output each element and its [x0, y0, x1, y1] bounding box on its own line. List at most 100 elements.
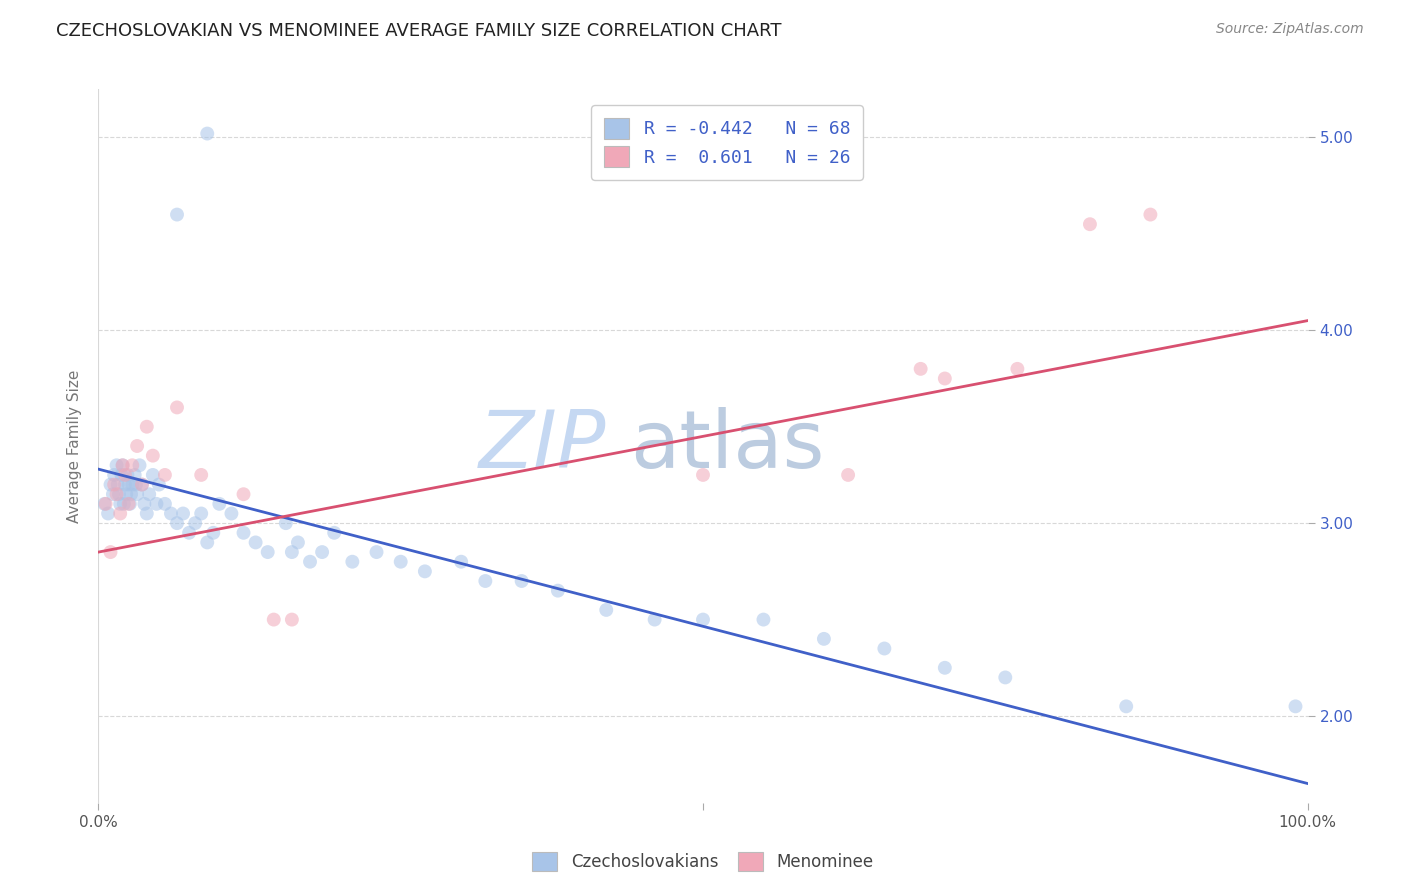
Legend: R = -0.442   N = 68, R =  0.601   N = 26: R = -0.442 N = 68, R = 0.601 N = 26 — [592, 105, 863, 179]
Point — [131, 477, 153, 491]
Point — [111, 458, 134, 473]
Point — [121, 477, 143, 491]
Point — [281, 545, 304, 559]
Point — [256, 545, 278, 559]
Point — [135, 507, 157, 521]
Point — [274, 516, 297, 530]
Point — [221, 507, 243, 521]
Point — [994, 670, 1017, 684]
Point — [202, 525, 225, 540]
Point — [118, 497, 141, 511]
Y-axis label: Average Family Size: Average Family Size — [67, 369, 83, 523]
Point — [135, 419, 157, 434]
Text: atlas: atlas — [630, 407, 825, 485]
Point — [263, 613, 285, 627]
Text: ZIP: ZIP — [479, 407, 606, 485]
Point — [389, 555, 412, 569]
Point — [366, 545, 388, 559]
Point — [342, 555, 364, 569]
Point — [837, 467, 859, 482]
Point — [148, 477, 170, 491]
Point — [105, 487, 128, 501]
Point — [108, 507, 131, 521]
Point — [299, 555, 322, 569]
Point — [114, 477, 136, 491]
Point — [127, 487, 149, 501]
Point — [190, 507, 212, 521]
Point — [131, 477, 153, 491]
Point — [1284, 699, 1306, 714]
Point — [910, 362, 932, 376]
Point — [232, 487, 254, 501]
Text: CZECHOSLOVAKIAN VS MENOMINEE AVERAGE FAMILY SIZE CORRELATION CHART: CZECHOSLOVAKIAN VS MENOMINEE AVERAGE FAM… — [56, 22, 782, 40]
Point — [873, 641, 896, 656]
Point — [208, 497, 231, 511]
Point — [281, 613, 304, 627]
Point — [108, 497, 131, 511]
Point — [93, 497, 115, 511]
Point — [128, 458, 150, 473]
Point — [111, 458, 134, 473]
Point — [94, 497, 117, 511]
Point — [184, 516, 207, 530]
Text: Source: ZipAtlas.com: Source: ZipAtlas.com — [1216, 22, 1364, 37]
Point — [595, 603, 617, 617]
Point — [121, 458, 143, 473]
Point — [142, 467, 165, 482]
Point — [138, 487, 160, 501]
Point — [450, 555, 472, 569]
Point — [127, 439, 149, 453]
Point — [813, 632, 835, 646]
Point — [195, 535, 218, 549]
Point — [103, 467, 125, 482]
Point — [124, 467, 146, 482]
Point — [153, 497, 176, 511]
Point — [153, 467, 176, 482]
Point — [1007, 362, 1029, 376]
Legend: Czechoslovakians, Menominee: Czechoslovakians, Menominee — [524, 843, 882, 880]
Point — [172, 507, 194, 521]
Point — [101, 487, 124, 501]
Point — [145, 497, 167, 511]
Point — [114, 467, 136, 482]
Point — [1078, 217, 1101, 231]
Point — [166, 208, 188, 222]
Point — [311, 545, 333, 559]
Point — [166, 516, 188, 530]
Point — [232, 525, 254, 540]
Point — [413, 565, 436, 579]
Point — [103, 477, 125, 491]
Point — [179, 525, 201, 540]
Point — [1139, 208, 1161, 222]
Point — [125, 477, 148, 491]
Point — [934, 371, 956, 385]
Point — [1115, 699, 1137, 714]
Point — [97, 507, 120, 521]
Point — [287, 535, 309, 549]
Point — [510, 574, 533, 588]
Point — [160, 507, 183, 521]
Point — [112, 497, 135, 511]
Point — [190, 467, 212, 482]
Point — [134, 497, 156, 511]
Point — [107, 477, 129, 491]
Point — [108, 487, 131, 501]
Point — [692, 613, 714, 627]
Point — [118, 477, 141, 491]
Point — [117, 467, 139, 482]
Point — [323, 525, 346, 540]
Point — [692, 467, 714, 482]
Point — [166, 401, 188, 415]
Point — [547, 583, 569, 598]
Point — [752, 613, 775, 627]
Point — [142, 449, 165, 463]
Point — [120, 487, 142, 501]
Point — [110, 467, 132, 482]
Point — [934, 661, 956, 675]
Point — [118, 497, 141, 511]
Point — [644, 613, 666, 627]
Point — [245, 535, 267, 549]
Point — [115, 487, 138, 501]
Point — [105, 458, 128, 473]
Point — [195, 127, 218, 141]
